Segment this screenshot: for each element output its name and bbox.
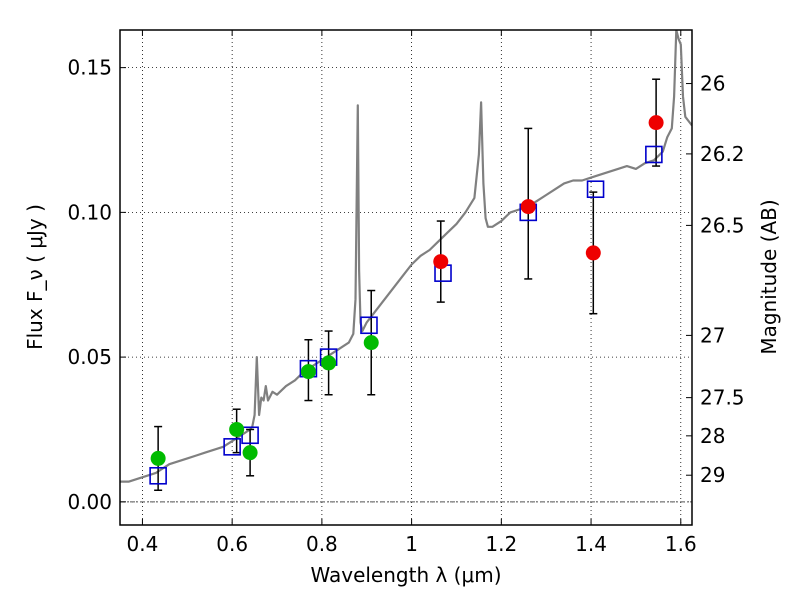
right-tick-label: 27 [700, 323, 725, 347]
infrared-point [648, 115, 664, 131]
infrared-point [585, 245, 601, 261]
y-tick-label: 0.10 [67, 200, 112, 224]
x-tick-label: 1.4 [575, 532, 607, 556]
right-tick-label: 26 [700, 72, 725, 96]
right-tick-label: 27.5 [700, 386, 745, 410]
infrared-point [520, 199, 536, 215]
model-point-square [241, 426, 259, 445]
optical-point [300, 364, 316, 380]
right-tick-label: 28 [700, 424, 725, 448]
model-point-square [586, 180, 605, 199]
optical-point [321, 355, 337, 371]
optical-point [150, 450, 166, 466]
right-axis-label: Magnitude (AB) [757, 199, 781, 354]
right-tick-label: 29 [700, 463, 725, 487]
plot-area [120, 30, 692, 525]
grid-lines [120, 30, 692, 525]
y-axis-label: Flux F_ν ( μJy ) [23, 204, 47, 350]
x-tick-label: 1.6 [665, 532, 697, 556]
x-tick-label: 0.8 [306, 532, 338, 556]
optical-point [242, 445, 258, 461]
model-point-square [149, 466, 167, 485]
axis-ticks: 0.4 0.6 0.8 1 1.2 1.4 1.6 0.00 0.05 0.10 0.15 26 26.… [67, 30, 745, 556]
observed-points [150, 115, 664, 466]
model-points [149, 145, 663, 485]
right-tick-label: 26.5 [700, 213, 745, 237]
model-point-square [645, 145, 663, 164]
infrared-point [433, 254, 449, 270]
model-point-square [360, 316, 378, 335]
y-tick-label: 0.00 [67, 490, 112, 514]
optical-point [363, 335, 379, 351]
x-axis-label: Wavelength λ (μm) [310, 563, 501, 587]
plot-frame [119, 29, 693, 526]
right-tick-label: 26.2 [700, 142, 745, 166]
model-point-square [223, 438, 241, 456]
x-tick-label: 1.2 [485, 532, 517, 556]
y-tick-label: 0.05 [67, 345, 112, 369]
x-tick-label: 0.4 [127, 532, 159, 556]
optical-point [229, 421, 245, 437]
x-tick-label: 1 [405, 532, 418, 556]
y-tick-label: 0.15 [67, 56, 112, 80]
x-tick-label: 0.6 [216, 532, 248, 556]
